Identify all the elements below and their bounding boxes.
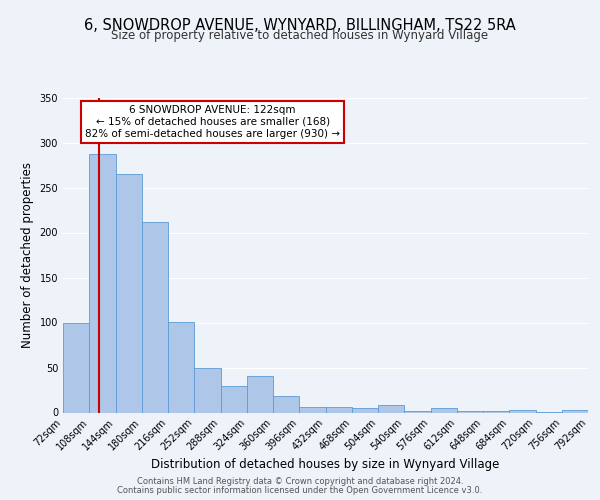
Y-axis label: Number of detached properties: Number of detached properties <box>21 162 34 348</box>
Bar <box>457 410 483 412</box>
Bar <box>273 396 299 412</box>
Bar <box>194 368 221 412</box>
Bar <box>299 407 326 412</box>
Bar <box>326 407 352 412</box>
Bar <box>483 410 509 412</box>
Bar <box>431 408 457 412</box>
Bar <box>89 154 116 412</box>
Text: Contains public sector information licensed under the Open Government Licence v3: Contains public sector information licen… <box>118 486 482 495</box>
Bar <box>247 376 273 412</box>
Text: 6 SNOWDROP AVENUE: 122sqm
← 15% of detached houses are smaller (168)
82% of semi: 6 SNOWDROP AVENUE: 122sqm ← 15% of detac… <box>85 106 340 138</box>
Bar <box>562 410 588 412</box>
Bar <box>221 386 247 412</box>
Text: 6, SNOWDROP AVENUE, WYNYARD, BILLINGHAM, TS22 5RA: 6, SNOWDROP AVENUE, WYNYARD, BILLINGHAM,… <box>84 18 516 32</box>
Bar <box>142 222 168 412</box>
Bar <box>116 174 142 412</box>
Bar <box>378 406 404 412</box>
X-axis label: Distribution of detached houses by size in Wynyard Village: Distribution of detached houses by size … <box>151 458 500 471</box>
Bar <box>63 322 89 412</box>
Text: Size of property relative to detached houses in Wynyard Village: Size of property relative to detached ho… <box>112 29 488 42</box>
Bar <box>168 322 194 412</box>
Bar <box>404 410 431 412</box>
Text: Contains HM Land Registry data © Crown copyright and database right 2024.: Contains HM Land Registry data © Crown c… <box>137 477 463 486</box>
Bar <box>509 410 536 412</box>
Bar <box>352 408 378 412</box>
